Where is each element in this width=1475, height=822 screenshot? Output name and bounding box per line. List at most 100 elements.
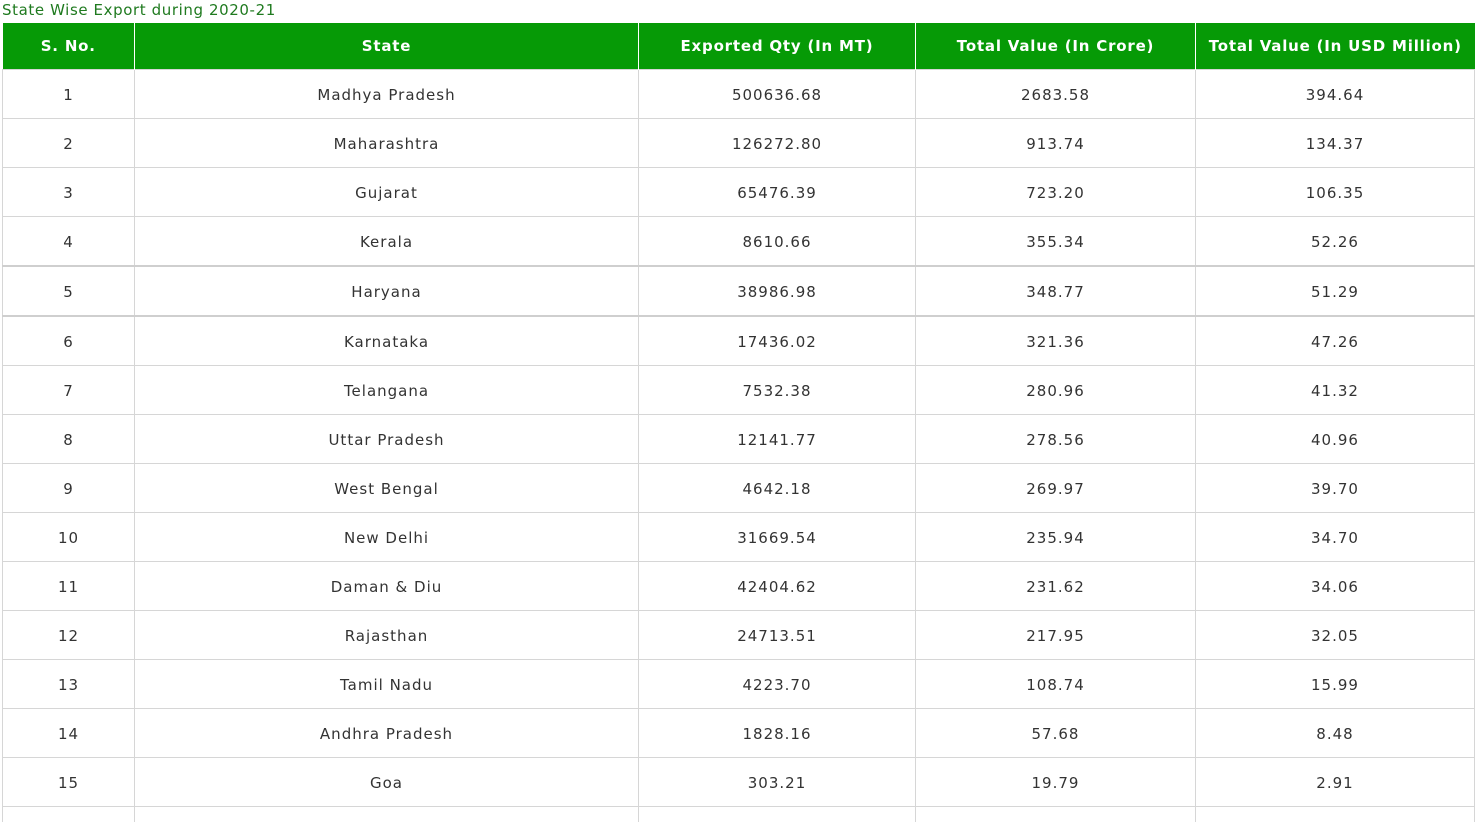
cell-value-usd: 106.35 xyxy=(1195,167,1475,217)
cell-state: West Bengal xyxy=(134,463,639,513)
cell-exported-qty: 8610.66 xyxy=(638,216,916,267)
cell-state: Madhya Pradesh xyxy=(134,69,639,119)
cell-exported-qty: 38986.98 xyxy=(638,265,916,317)
cell-exported-qty: 261.62 xyxy=(638,806,916,822)
cell-value-usd: 34.06 xyxy=(1195,561,1475,611)
table-row: 13 Tamil Nadu 4223.70 108.74 15.99 xyxy=(2,659,1475,709)
cell-sno: 6 xyxy=(2,315,135,366)
cell-sno: 12 xyxy=(2,610,135,660)
cell-value-crore: 280.96 xyxy=(915,365,1196,415)
cell-value-crore: 355.34 xyxy=(915,216,1196,267)
cell-value-crore: 231.62 xyxy=(915,561,1196,611)
cell-value-usd: 1.61 xyxy=(1195,806,1475,822)
cell-sno: 9 xyxy=(2,463,135,513)
cell-state: Uttar Pradesh xyxy=(134,414,639,464)
cell-exported-qty: 126272.80 xyxy=(638,118,916,168)
cell-value-usd: 41.32 xyxy=(1195,365,1475,415)
cell-value-crore: 2683.58 xyxy=(915,69,1196,119)
cell-value-usd: 134.37 xyxy=(1195,118,1475,168)
table-row: 3 Gujarat 65476.39 723.20 106.35 xyxy=(2,167,1475,217)
table-row: 6 Karnataka 17436.02 321.36 47.26 xyxy=(2,315,1475,366)
table-row: 1 Madhya Pradesh 500636.68 2683.58 394.6… xyxy=(2,69,1475,119)
cell-exported-qty: 24713.51 xyxy=(638,610,916,660)
cell-state: Tamil Nadu xyxy=(134,659,639,709)
cell-state: Andhra Pradesh xyxy=(134,708,639,758)
table-row: 14 Andhra Pradesh 1828.16 57.68 8.48 xyxy=(2,708,1475,758)
cell-exported-qty: 500636.68 xyxy=(638,69,916,119)
cell-state: Kerala xyxy=(134,216,639,267)
cell-state: Telangana xyxy=(134,365,639,415)
cell-value-usd: 40.96 xyxy=(1195,414,1475,464)
table-row: 4 Kerala 8610.66 355.34 52.26 xyxy=(2,216,1475,267)
cell-exported-qty: 12141.77 xyxy=(638,414,916,464)
cell-value-crore: 278.56 xyxy=(915,414,1196,464)
cell-sno: 8 xyxy=(2,414,135,464)
state-export-table: S. No. State Exported Qty (In MT) Total … xyxy=(2,23,1475,822)
cell-sno: 3 xyxy=(2,167,135,217)
cell-value-crore: 913.74 xyxy=(915,118,1196,168)
cell-sno: 11 xyxy=(2,561,135,611)
cell-state: New Delhi xyxy=(134,512,639,562)
column-header-exported-qty: Exported Qty (In MT) xyxy=(638,23,916,70)
cell-sno: 15 xyxy=(2,757,135,807)
table-row: 16 Uttarakhand 261.62 10.97 1.61 xyxy=(2,806,1475,822)
cell-value-crore: 19.79 xyxy=(915,757,1196,807)
cell-value-usd: 2.91 xyxy=(1195,757,1475,807)
cell-exported-qty: 7532.38 xyxy=(638,365,916,415)
cell-exported-qty: 1828.16 xyxy=(638,708,916,758)
table-row: 7 Telangana 7532.38 280.96 41.32 xyxy=(2,365,1475,415)
cell-value-usd: 394.64 xyxy=(1195,69,1475,119)
cell-sno: 1 xyxy=(2,69,135,119)
cell-value-usd: 47.26 xyxy=(1195,315,1475,366)
cell-value-usd: 32.05 xyxy=(1195,610,1475,660)
column-header-state: State xyxy=(134,23,639,70)
header-row: S. No. State Exported Qty (In MT) Total … xyxy=(2,23,1475,70)
cell-value-crore: 235.94 xyxy=(915,512,1196,562)
cell-state: Daman & Diu xyxy=(134,561,639,611)
cell-exported-qty: 31669.54 xyxy=(638,512,916,562)
cell-value-crore: 108.74 xyxy=(915,659,1196,709)
cell-value-crore: 321.36 xyxy=(915,315,1196,366)
cell-value-crore: 269.97 xyxy=(915,463,1196,513)
table-row: 9 West Bengal 4642.18 269.97 39.70 xyxy=(2,463,1475,513)
cell-sno: 7 xyxy=(2,365,135,415)
table-row: 15 Goa 303.21 19.79 2.91 xyxy=(2,757,1475,807)
cell-value-crore: 217.95 xyxy=(915,610,1196,660)
cell-exported-qty: 303.21 xyxy=(638,757,916,807)
cell-exported-qty: 4223.70 xyxy=(638,659,916,709)
cell-state: Goa xyxy=(134,757,639,807)
table-row: 11 Daman & Diu 42404.62 231.62 34.06 xyxy=(2,561,1475,611)
cell-exported-qty: 42404.62 xyxy=(638,561,916,611)
cell-state: Maharashtra xyxy=(134,118,639,168)
cell-state: Gujarat xyxy=(134,167,639,217)
table-row: 10 New Delhi 31669.54 235.94 34.70 xyxy=(2,512,1475,562)
cell-value-usd: 34.70 xyxy=(1195,512,1475,562)
table-header: S. No. State Exported Qty (In MT) Total … xyxy=(2,23,1475,70)
cell-sno: 10 xyxy=(2,512,135,562)
cell-value-usd: 51.29 xyxy=(1195,265,1475,317)
cell-exported-qty: 4642.18 xyxy=(638,463,916,513)
cell-value-usd: 15.99 xyxy=(1195,659,1475,709)
cell-value-crore: 10.97 xyxy=(915,806,1196,822)
table-caption: State Wise Export during 2020-21 xyxy=(2,1,276,19)
cell-state: Rajasthan xyxy=(134,610,639,660)
cell-value-crore: 348.77 xyxy=(915,265,1196,317)
cell-value-usd: 52.26 xyxy=(1195,216,1475,267)
column-header-total-value-crore: Total Value (In Crore) xyxy=(915,23,1196,70)
cell-value-usd: 39.70 xyxy=(1195,463,1475,513)
table-row: 12 Rajasthan 24713.51 217.95 32.05 xyxy=(2,610,1475,660)
cell-exported-qty: 65476.39 xyxy=(638,167,916,217)
cell-value-crore: 723.20 xyxy=(915,167,1196,217)
cell-sno: 13 xyxy=(2,659,135,709)
cell-sno: 5 xyxy=(2,265,135,317)
table-body: 1 Madhya Pradesh 500636.68 2683.58 394.6… xyxy=(2,69,1475,822)
table-row: 5 Haryana 38986.98 348.77 51.29 xyxy=(2,265,1475,317)
cell-sno: 14 xyxy=(2,708,135,758)
cell-exported-qty: 17436.02 xyxy=(638,315,916,366)
cell-state: Uttarakhand xyxy=(134,806,639,822)
column-header-sno: S. No. xyxy=(2,23,135,70)
cell-state: Haryana xyxy=(134,265,639,317)
column-header-total-value-usd: Total Value (In USD Million) xyxy=(1195,23,1475,70)
cell-sno: 4 xyxy=(2,216,135,267)
